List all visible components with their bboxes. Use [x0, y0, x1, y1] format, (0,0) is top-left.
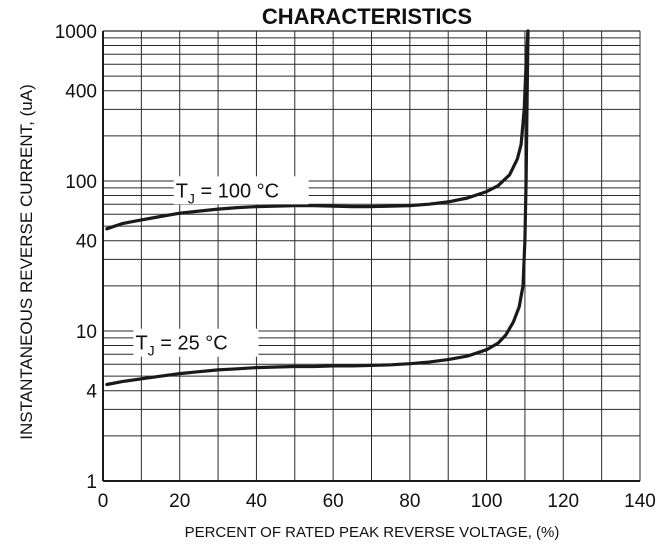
- x-tick-label: 100: [471, 491, 503, 512]
- axis-layer: 0 20 40 60 80 100 120 140 1 4 10 40 100 400 1000: [55, 22, 656, 512]
- x-tick-label: 40: [246, 491, 267, 512]
- y-tick-label: 1: [86, 472, 97, 493]
- annotation-tj-25c: TJ = 25 °C: [135, 333, 227, 359]
- series-layer: [105, 29, 530, 387]
- x-tick-label: 60: [323, 491, 344, 512]
- annotation-background: [173, 176, 309, 205]
- series-line-tj-100c: [105, 29, 530, 231]
- chart-title: CHARACTERISTICS: [262, 4, 472, 29]
- annotation-tj-100c: TJ = 100 °C: [176, 180, 279, 206]
- y-tick-label: 100: [65, 172, 97, 193]
- x-tick-label: 140: [624, 491, 656, 512]
- y-tick-label: 1000: [55, 22, 97, 43]
- y-tick-label: 40: [76, 232, 97, 253]
- series-line-tj-25c: [105, 29, 530, 387]
- x-tick-label: 80: [399, 491, 420, 512]
- annotation-background: [133, 328, 259, 357]
- y-tick-label: 400: [65, 82, 97, 103]
- x-tick-label: 120: [547, 491, 579, 512]
- annotation-layer: TJ = 100 °C TJ = 25 °C: [133, 176, 309, 359]
- y-tick-label: 4: [86, 382, 97, 403]
- x-tick-label: 0: [98, 491, 109, 512]
- x-axis-label: PERCENT OF RATED PEAK REVERSE VOLTAGE, (…: [185, 524, 560, 541]
- y-tick-label: 10: [76, 322, 97, 343]
- x-tick-label: 20: [169, 491, 190, 512]
- y-axis-label: INSTANTANEOUS REVERSE CURRENT, (uA): [17, 84, 36, 439]
- grid-layer: [103, 30, 641, 481]
